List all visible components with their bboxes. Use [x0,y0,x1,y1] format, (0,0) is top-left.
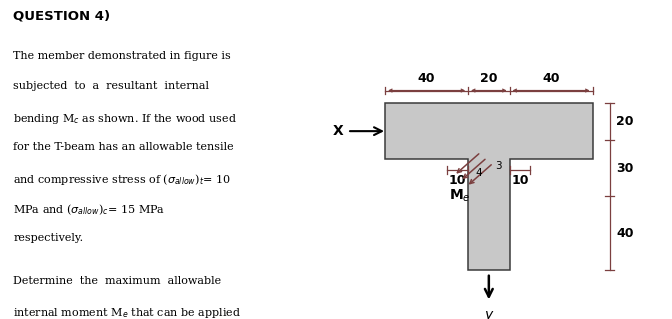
Text: 10: 10 [511,174,529,188]
Text: MPa and ($\sigma_{allow}$)$_c$= 15 MPa: MPa and ($\sigma_{allow}$)$_c$= 15 MPa [13,203,165,217]
Text: 20: 20 [616,115,634,128]
Text: 40: 40 [542,72,560,85]
Text: internal moment M$_e$ that can be applied: internal moment M$_e$ that can be applie… [13,306,241,319]
Text: X: X [333,124,343,138]
Text: 30: 30 [616,162,634,175]
Text: and compressive stress of ($\sigma_{allow}$)$_t$= 10: and compressive stress of ($\sigma_{allo… [13,172,231,187]
Polygon shape [385,103,593,271]
Text: 4: 4 [475,168,482,178]
Text: M$_e$: M$_e$ [450,188,471,204]
Text: 40: 40 [418,72,435,85]
Text: 20: 20 [480,72,497,85]
Text: 3: 3 [495,161,501,171]
Text: bending M$_c$ as shown. If the wood used: bending M$_c$ as shown. If the wood used [13,112,237,126]
Text: The member demonstrated in figure is: The member demonstrated in figure is [13,51,231,61]
Text: 40: 40 [616,227,634,240]
Text: QUESTION 4): QUESTION 4) [13,10,110,23]
Text: Determine  the  maximum  allowable: Determine the maximum allowable [13,276,221,286]
Text: for the T-beam has an allowable tensile: for the T-beam has an allowable tensile [13,142,234,152]
Text: 10: 10 [449,174,466,188]
Text: respectively.: respectively. [13,233,83,243]
Text: y: y [485,308,493,319]
Text: subjected  to  a  resultant  internal: subjected to a resultant internal [13,81,209,91]
